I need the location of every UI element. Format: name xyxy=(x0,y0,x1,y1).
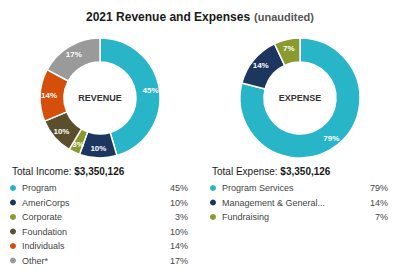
svg-text:45%: 45% xyxy=(170,183,188,193)
svg-text:Total Income:: Total Income: xyxy=(12,166,74,177)
svg-text:14%: 14% xyxy=(253,61,269,70)
svg-text:79%: 79% xyxy=(370,183,388,193)
svg-text:14%: 14% xyxy=(370,198,388,208)
svg-text:Program: Program xyxy=(22,183,57,193)
svg-text:14%: 14% xyxy=(170,241,188,251)
svg-text:14%: 14% xyxy=(41,91,57,100)
svg-text:EXPENSE: EXPENSE xyxy=(279,93,322,103)
svg-text:Total Expense:: Total Expense: xyxy=(212,166,280,177)
svg-text:10%: 10% xyxy=(90,144,106,153)
svg-text:Other*: Other* xyxy=(22,256,49,266)
svg-text:REVENUE: REVENUE xyxy=(78,93,122,103)
svg-text:AmeriCorps: AmeriCorps xyxy=(22,198,70,208)
svg-text:17%: 17% xyxy=(66,50,82,59)
svg-text:17%: 17% xyxy=(170,256,188,266)
svg-text:3%: 3% xyxy=(175,212,188,222)
svg-text:79%: 79% xyxy=(323,134,339,143)
svg-text:10%: 10% xyxy=(53,127,69,136)
svg-text:Fundraising: Fundraising xyxy=(222,212,269,222)
svg-text:$3,350,126: $3,350,126 xyxy=(280,166,330,177)
svg-text:2021 Revenue and Expenses: 2021 Revenue and Expenses xyxy=(86,10,250,24)
svg-text:$3,350,126: $3,350,126 xyxy=(74,166,124,177)
svg-text:Corporate: Corporate xyxy=(22,212,62,222)
svg-text:10%: 10% xyxy=(170,198,188,208)
svg-text:Individuals: Individuals xyxy=(22,241,65,251)
svg-text:45%: 45% xyxy=(142,86,158,95)
svg-text:10%: 10% xyxy=(170,227,188,237)
svg-text:7%: 7% xyxy=(283,44,295,53)
svg-text:3%: 3% xyxy=(72,140,84,149)
svg-text:(unaudited): (unaudited) xyxy=(254,11,314,23)
svg-text:Foundation: Foundation xyxy=(22,227,67,237)
svg-text:Program Services: Program Services xyxy=(222,183,294,193)
svg-text:Management & General...: Management & General... xyxy=(222,198,325,208)
svg-text:7%: 7% xyxy=(375,212,388,222)
